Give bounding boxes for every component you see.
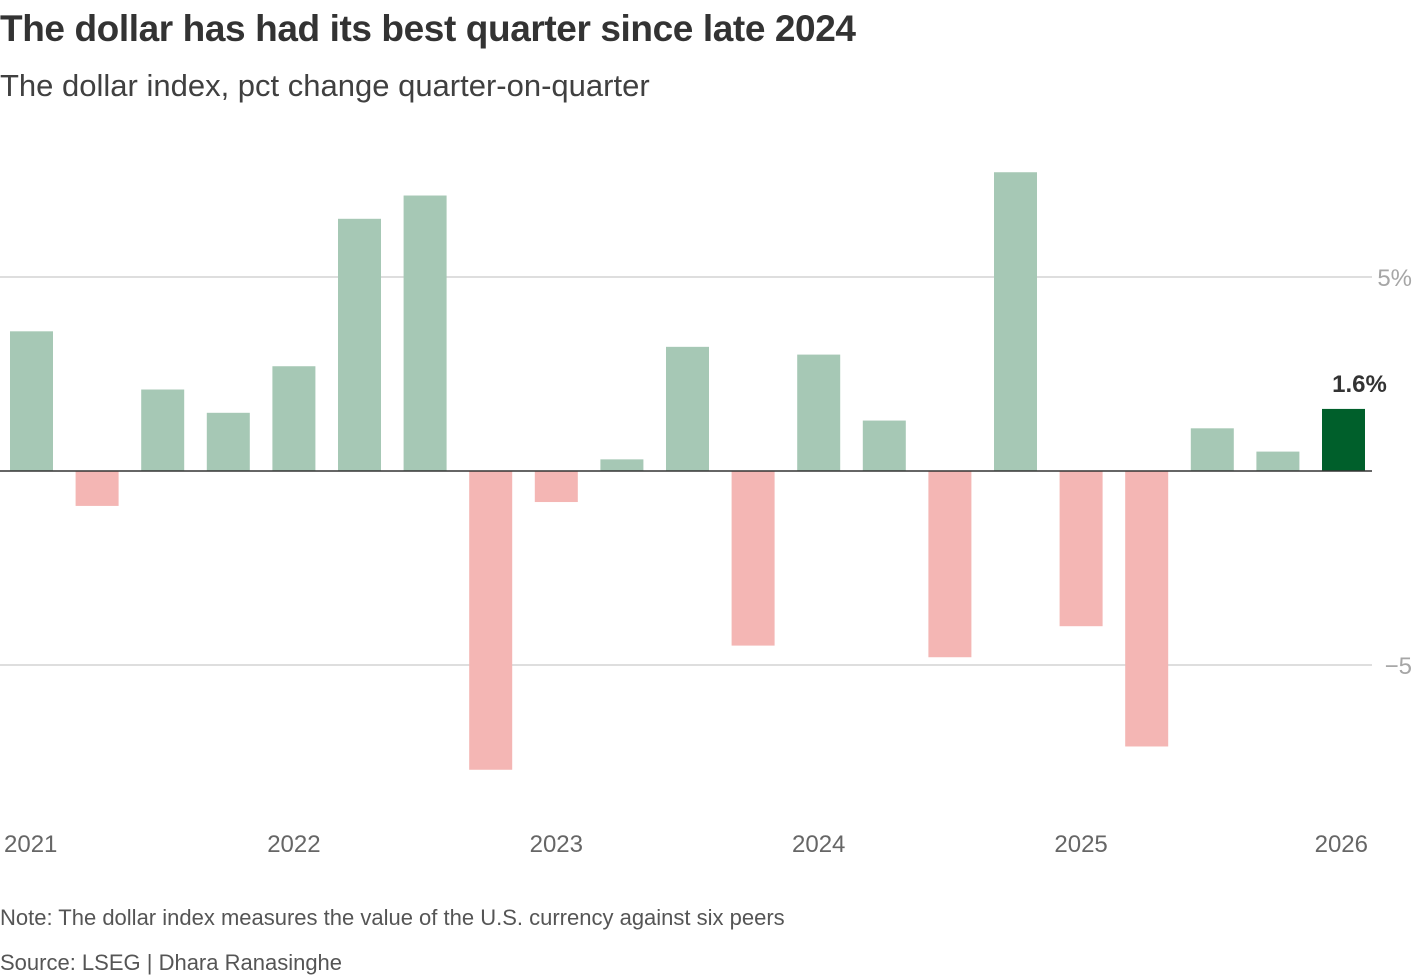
bar-q1-2023 xyxy=(534,471,578,503)
bar-q4-2023 xyxy=(731,471,775,646)
x-tick-label-2021: 2021 xyxy=(4,831,57,858)
bar-q2-2025 xyxy=(1125,471,1169,747)
bar-q3-2025 xyxy=(1190,428,1234,471)
bars xyxy=(10,172,1365,770)
chart-title: The dollar has had its best quarter sinc… xyxy=(0,8,856,49)
bar-q4-2021 xyxy=(206,412,250,471)
bar-chart: 5% −5 2021 2022 2023 2024 2025 2026 1.6% xyxy=(0,172,1412,858)
bar-q4-2024 xyxy=(994,172,1037,472)
x-tick-label-2022: 2022 xyxy=(267,831,320,858)
bar-q1-2025 xyxy=(1059,471,1103,627)
x-tick-label-2023: 2023 xyxy=(530,831,583,858)
chart-subtitle: The dollar index, pct change quarter-on-… xyxy=(0,68,650,103)
x-tick-label-2025: 2025 xyxy=(1054,831,1107,858)
bar-q3-2021 xyxy=(141,389,185,471)
gridlines: 5% −5 xyxy=(0,265,1412,680)
x-tick-label-2026: 2026 xyxy=(1315,831,1368,858)
bar-q2-2022 xyxy=(338,218,381,471)
axes: 2021 2022 2023 2024 2025 2026 xyxy=(0,470,1372,858)
bar-q4-2025 xyxy=(1256,451,1300,471)
bar-q2-2021 xyxy=(75,471,119,506)
bar-q2-2024 xyxy=(862,420,906,471)
data-label-20: 1.6% xyxy=(1332,371,1387,398)
bar-q2-2023 xyxy=(600,459,644,471)
chart-source: Source: LSEG | Dhara Ranasinghe xyxy=(0,950,343,975)
bar-q1-2022 xyxy=(272,366,316,471)
bar-q1-2026 xyxy=(1322,408,1365,471)
bar-q3-2022 xyxy=(403,195,447,471)
bar-q1-2024 xyxy=(797,354,841,471)
y-tick-label-1: −5 xyxy=(1385,653,1412,680)
bar-q1-2021 xyxy=(10,331,53,471)
bar-q3-2024 xyxy=(928,471,972,658)
bar-q4-2022 xyxy=(469,471,513,770)
x-tick-label-2024: 2024 xyxy=(792,831,845,858)
labels: 1.6% xyxy=(1332,371,1387,398)
y-tick-label-0: 5% xyxy=(1377,265,1412,292)
chart-note: Note: The dollar index measures the valu… xyxy=(0,905,785,930)
bar-q3-2023 xyxy=(666,346,709,471)
